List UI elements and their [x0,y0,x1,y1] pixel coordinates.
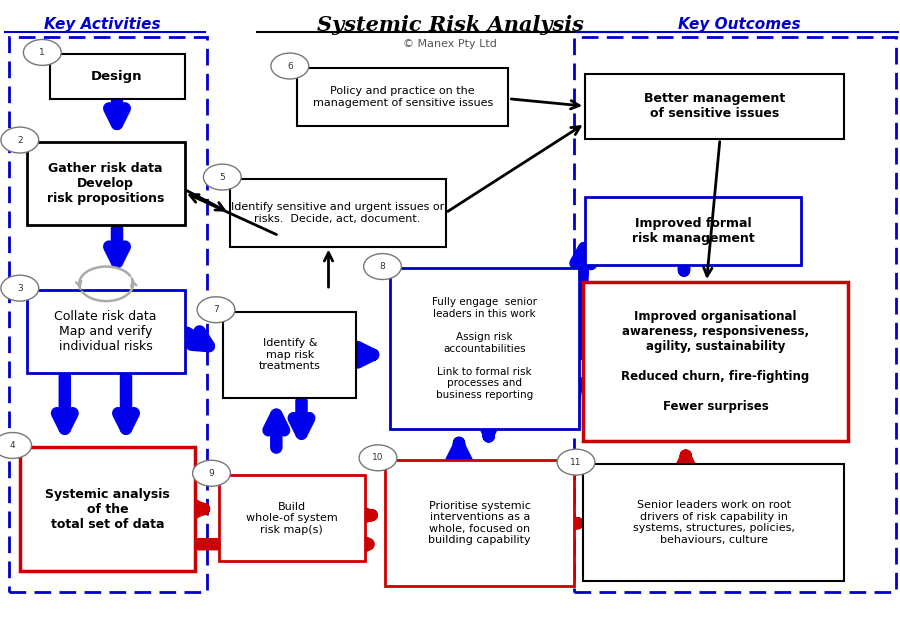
Text: Improved organisational
awareness, responsiveness,
agility, sustainability

Redu: Improved organisational awareness, respo… [621,310,810,413]
Text: 9: 9 [209,469,214,478]
Text: Key Outcomes: Key Outcomes [679,17,801,32]
FancyBboxPatch shape [50,54,184,99]
FancyBboxPatch shape [385,460,574,586]
FancyBboxPatch shape [230,179,446,247]
Circle shape [1,127,39,153]
Text: Fully engage  senior
leaders in this work

Assign risk
accountabilities

Link to: Fully engage senior leaders in this work… [432,297,536,400]
Text: Policy and practice on the
management of sensitive issues: Policy and practice on the management of… [312,86,493,108]
Text: Build
whole-of system
risk map(s): Build whole-of system risk map(s) [246,502,338,535]
Text: Gather risk data
Develop
risk propositions: Gather risk data Develop risk propositio… [47,162,165,205]
Text: Prioritise systemic
interventions as a
whole, focused on
building capability: Prioritise systemic interventions as a w… [428,500,531,545]
Bar [9,37,207,592]
FancyBboxPatch shape [585,74,844,139]
FancyBboxPatch shape [27,290,184,373]
Text: 5: 5 [220,173,225,181]
Text: Better management
of sensitive issues: Better management of sensitive issues [644,93,785,120]
Circle shape [364,254,401,280]
Text: 7: 7 [213,305,219,314]
Circle shape [271,53,309,79]
Text: 4: 4 [10,441,15,450]
FancyBboxPatch shape [583,282,848,441]
Text: 2: 2 [17,136,22,144]
Circle shape [0,433,32,458]
Text: Improved formal
risk management: Improved formal risk management [632,217,754,246]
Text: Key Activities: Key Activities [44,17,161,32]
FancyBboxPatch shape [390,268,579,429]
Text: 8: 8 [380,262,385,271]
Circle shape [1,275,39,301]
Text: Collate risk data
Map and verify
individual risks: Collate risk data Map and verify individ… [55,310,157,353]
Circle shape [203,164,241,190]
Text: Design: Design [91,70,143,83]
Bar [574,37,896,592]
Text: 10: 10 [373,453,383,462]
Circle shape [193,460,230,486]
Text: 1: 1 [40,48,45,57]
Circle shape [197,297,235,323]
Circle shape [359,445,397,471]
FancyBboxPatch shape [20,447,195,571]
FancyBboxPatch shape [219,475,364,561]
FancyBboxPatch shape [297,68,508,126]
FancyBboxPatch shape [583,464,844,581]
Text: Systemic analysis
of the
total set of data: Systemic analysis of the total set of da… [45,487,170,531]
Text: Identify &
map risk
treatments: Identify & map risk treatments [259,338,320,371]
Text: Senior leaders work on root
drivers of risk capability in
systems, structures, p: Senior leaders work on root drivers of r… [633,500,795,545]
Text: Identify sensitive and urgent issues or
risks.  Decide, act, document.: Identify sensitive and urgent issues or … [231,202,444,224]
Text: Systemic Risk Analysis: Systemic Risk Analysis [317,15,583,35]
Text: © Manex Pty Ltd: © Manex Pty Ltd [403,39,497,49]
FancyBboxPatch shape [585,197,801,265]
Text: 3: 3 [17,284,22,292]
Text: 6: 6 [287,62,292,70]
FancyBboxPatch shape [27,142,184,225]
FancyBboxPatch shape [223,312,356,398]
Circle shape [23,39,61,65]
Circle shape [557,449,595,475]
Text: 11: 11 [571,458,581,466]
